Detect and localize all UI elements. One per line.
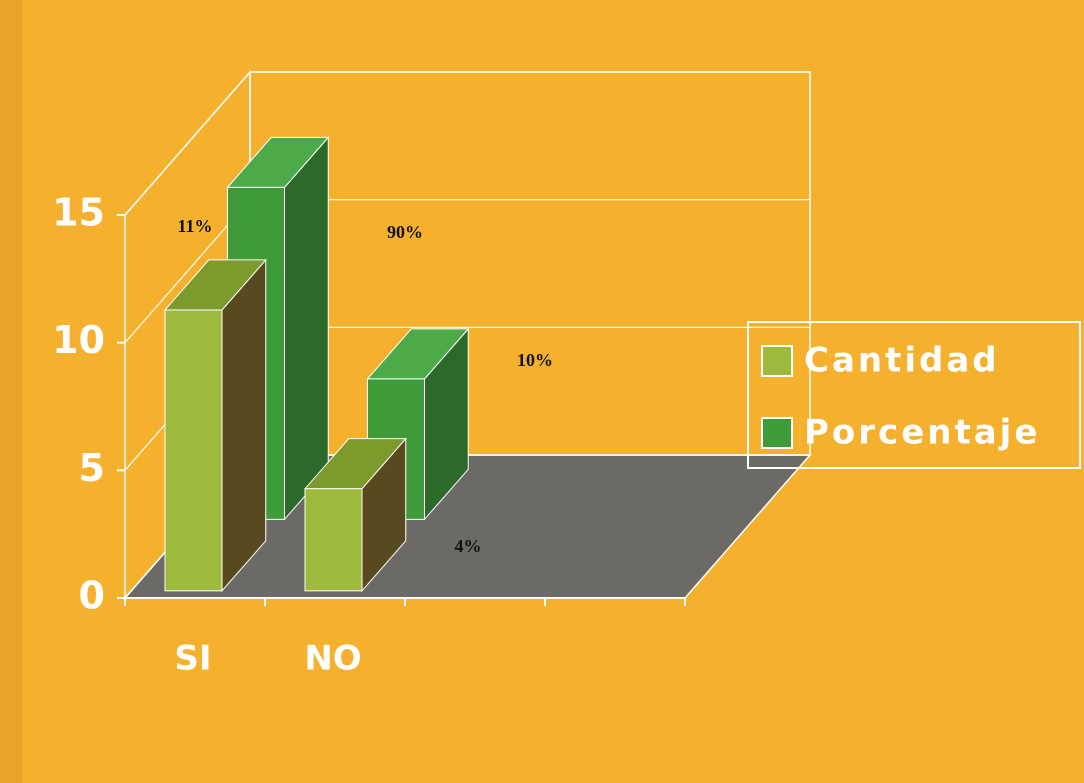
legend-label: Cantidad xyxy=(804,341,1000,381)
left-edge xyxy=(0,0,22,783)
bar-front xyxy=(164,309,223,592)
legend-swatch xyxy=(761,417,793,449)
annotation: 4% xyxy=(455,536,482,556)
bar-front xyxy=(304,488,363,592)
grid-line xyxy=(124,71,251,216)
y-tick-label: 15 xyxy=(52,191,105,235)
x-tick-label: NO xyxy=(304,639,361,679)
y-tick-label: 5 xyxy=(79,446,105,490)
legend-label: Porcentaje xyxy=(804,413,1040,453)
y-tick-label: 10 xyxy=(52,318,105,362)
legend-box xyxy=(747,321,1081,469)
bar-side xyxy=(284,136,329,521)
legend-swatch xyxy=(761,345,793,377)
bar xyxy=(303,437,407,593)
annotation: 10% xyxy=(517,350,553,370)
x-tick-label: SI xyxy=(174,639,211,679)
y-tick-label: 0 xyxy=(79,574,105,618)
bar xyxy=(163,258,267,593)
bar-side xyxy=(221,258,267,593)
annotation: 90% xyxy=(387,222,423,242)
annotation: 11% xyxy=(177,216,212,236)
